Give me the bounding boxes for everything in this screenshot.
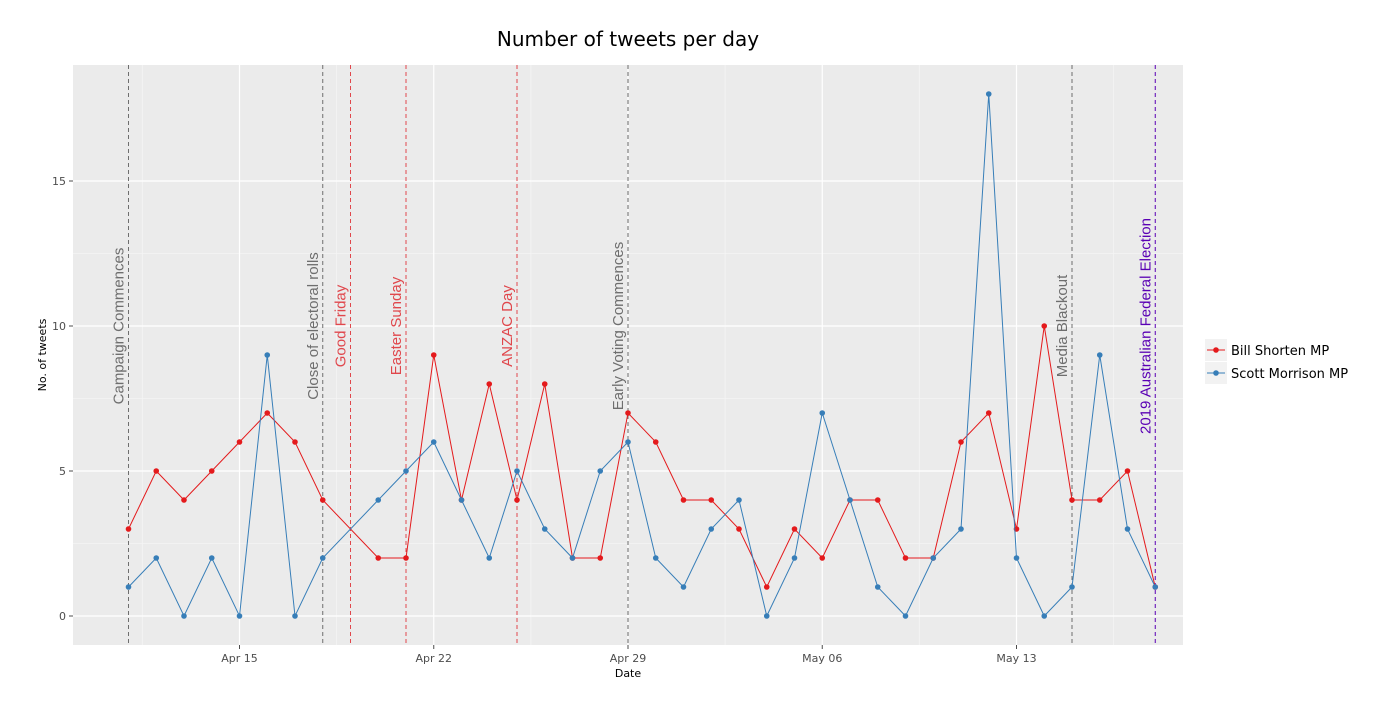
data-point — [236, 439, 243, 445]
chart-title: Number of tweets per day — [497, 27, 759, 51]
y-tick-label: 15 — [52, 175, 66, 188]
data-point — [1124, 468, 1131, 474]
data-point — [541, 526, 548, 532]
data-point — [292, 439, 298, 445]
legend-key-point — [1213, 370, 1219, 376]
data-point — [736, 497, 742, 503]
data-point — [486, 555, 493, 561]
data-point — [763, 613, 770, 619]
data-point — [791, 526, 798, 532]
x-axis-title: Date — [615, 667, 642, 680]
data-point — [597, 555, 604, 561]
data-point — [930, 555, 937, 561]
data-point — [1096, 352, 1103, 358]
data-point — [319, 555, 326, 561]
legend: Bill Shorten MP Scott Morrison MP — [1205, 339, 1348, 384]
data-point — [680, 584, 687, 590]
event-label: Media Blackout — [1054, 274, 1071, 377]
data-point — [208, 468, 215, 474]
data-point — [264, 352, 271, 358]
y-axis-title: No. of tweets — [36, 318, 49, 391]
data-point — [125, 584, 132, 590]
data-point — [680, 497, 687, 503]
event-label: Early Voting Commences — [610, 242, 627, 410]
data-point — [264, 410, 271, 416]
data-point — [847, 497, 853, 503]
x-tick-label: May 06 — [802, 652, 842, 665]
data-point — [791, 555, 798, 561]
y-tick-label: 0 — [59, 610, 66, 623]
data-point — [375, 555, 382, 561]
legend-label: Scott Morrison MP — [1231, 367, 1348, 382]
data-point — [902, 555, 909, 561]
data-point — [708, 497, 715, 503]
data-point — [181, 613, 187, 619]
legend-key-point — [1213, 347, 1219, 353]
data-point — [153, 555, 160, 561]
data-point — [1069, 584, 1075, 590]
data-point — [819, 410, 826, 416]
data-point — [708, 526, 715, 532]
event-label: Campaign Commences — [111, 248, 128, 405]
series-layer — [125, 91, 1159, 619]
data-point — [236, 613, 243, 619]
data-point — [958, 526, 964, 532]
data-point — [208, 555, 215, 561]
data-point — [1013, 555, 1020, 561]
data-point — [292, 613, 298, 619]
data-point — [569, 555, 576, 561]
event-label: 2019 Australian Federal Election — [1137, 218, 1154, 434]
data-point — [486, 381, 493, 387]
data-point — [902, 613, 909, 619]
data-point — [763, 584, 770, 590]
data-point — [1041, 613, 1048, 619]
data-point — [1041, 323, 1048, 329]
data-point — [1096, 497, 1103, 503]
data-point — [458, 497, 465, 503]
data-point — [819, 555, 826, 561]
data-point — [430, 439, 437, 445]
x-tick-label: Apr 15 — [221, 652, 258, 665]
event-label: Close of electoral rolls — [305, 252, 322, 400]
x-tick-label: May 13 — [996, 652, 1036, 665]
event-label: Easter Sunday — [388, 276, 405, 375]
data-point — [375, 497, 382, 503]
data-point — [403, 468, 409, 474]
data-point — [514, 497, 520, 503]
data-point — [874, 584, 881, 590]
data-point — [652, 439, 659, 445]
data-point — [652, 555, 659, 561]
data-point — [985, 91, 992, 97]
y-tick-label: 5 — [59, 465, 66, 478]
data-point — [541, 381, 548, 387]
data-point — [736, 526, 742, 532]
x-tick-label: Apr 29 — [610, 652, 647, 665]
y-tick-label: 10 — [52, 320, 66, 333]
data-point — [1069, 497, 1075, 503]
data-point — [181, 497, 187, 503]
data-point — [319, 497, 326, 503]
data-point — [625, 439, 631, 445]
event-label: ANZAC Day — [499, 285, 516, 367]
legend-label: Bill Shorten MP — [1231, 344, 1329, 359]
data-point — [514, 468, 520, 474]
axis-layer: 0 5 10 15 Apr 15 Apr 22 Apr 29 May 06 May 13 — [52, 175, 1037, 665]
event-label: Good Friday — [333, 284, 350, 367]
data-point — [625, 410, 631, 416]
data-point — [597, 468, 604, 474]
data-point — [153, 468, 160, 474]
event-lines-layer: Campaign Commences Close of electoral rol… — [111, 65, 1156, 645]
data-point — [958, 439, 964, 445]
data-point — [874, 497, 881, 503]
data-point — [403, 555, 409, 561]
data-point — [985, 410, 992, 416]
data-point — [430, 352, 437, 358]
data-point — [1152, 584, 1159, 590]
data-point — [1124, 526, 1131, 532]
x-tick-label: Apr 22 — [415, 652, 452, 665]
data-point — [125, 526, 132, 532]
